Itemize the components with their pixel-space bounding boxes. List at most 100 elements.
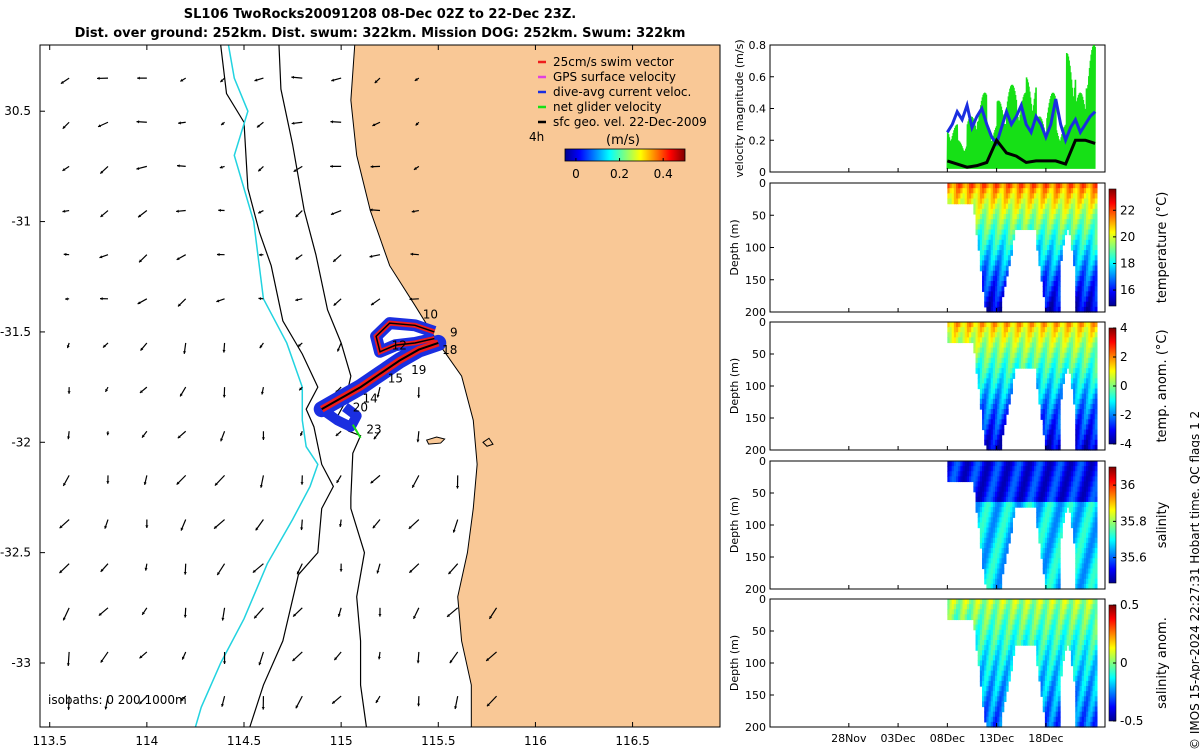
- section-cell: [988, 537, 992, 544]
- section-cell: [992, 203, 996, 210]
- section-cell: [1090, 306, 1094, 313]
- section-cell: [999, 522, 1003, 529]
- section-cell: [1029, 461, 1033, 467]
- section-cell: [1077, 183, 1081, 189]
- section-cell: [1068, 614, 1072, 621]
- section-cell: [1010, 213, 1013, 220]
- section-cell: [1075, 624, 1079, 631]
- section-cell: [999, 260, 1003, 267]
- section-cell: [999, 501, 1003, 508]
- section-cell: [1094, 244, 1098, 251]
- section-cell: [1088, 234, 1092, 241]
- section-cell: [1083, 409, 1087, 415]
- section-cell: [1051, 604, 1055, 610]
- section-cell: [1055, 645, 1059, 651]
- section-cell: [1042, 414, 1046, 420]
- section-cell: [1021, 198, 1024, 205]
- section-cell: [1090, 675, 1094, 682]
- section-cell: [986, 224, 990, 231]
- section-cell: [1055, 563, 1059, 570]
- section-cell: [1040, 373, 1044, 379]
- section-cell: [986, 388, 990, 395]
- section-cell: [988, 639, 992, 646]
- section-cell: [1025, 619, 1029, 626]
- section-cell: [1014, 461, 1018, 467]
- section-cell: [982, 691, 985, 697]
- section-cell: [1073, 629, 1076, 636]
- section-cell: [1070, 660, 1074, 667]
- section-cell: [1075, 471, 1079, 477]
- section-cell: [1001, 337, 1005, 344]
- section-cell: [1027, 619, 1031, 626]
- section-cell: [1075, 183, 1079, 189]
- section-cell: [999, 645, 1003, 651]
- section-cell: [1049, 721, 1052, 728]
- current-arrowhead: [98, 612, 102, 616]
- section-cell: [1003, 368, 1007, 374]
- section-cell: [982, 542, 985, 549]
- section-cell: [1083, 332, 1087, 338]
- section-cell: [999, 224, 1003, 231]
- section-cell: [1077, 291, 1081, 298]
- section-cell: [1038, 337, 1042, 344]
- section-cell: [988, 696, 992, 702]
- section-cell: [1053, 193, 1057, 200]
- section-cell: [1060, 250, 1063, 256]
- current-arrowhead: [411, 209, 415, 213]
- section-cell: [982, 517, 985, 524]
- section-cell: [992, 716, 996, 723]
- section-cell: [1066, 599, 1070, 605]
- section-cell: [1038, 471, 1042, 477]
- section-cell: [1092, 675, 1096, 682]
- section-cell: [1014, 476, 1018, 483]
- section-cell: [1094, 239, 1098, 246]
- section-cell: [1047, 378, 1050, 385]
- section-cell: [1012, 234, 1016, 241]
- series-geostrophic-velocity: [946, 137, 1096, 169]
- section-cell: [984, 270, 987, 277]
- section-cell: [1077, 537, 1081, 544]
- section-cell: [1086, 327, 1089, 333]
- section-cell: [1057, 244, 1061, 251]
- section-cell: [1086, 378, 1089, 385]
- section-cell: [1053, 614, 1057, 621]
- section-cell: [977, 501, 981, 508]
- section-cell: [1088, 183, 1092, 189]
- section-cell: [997, 383, 1000, 390]
- section-cell: [1073, 250, 1076, 256]
- section-cell: [1055, 439, 1059, 446]
- section-cell: [1077, 362, 1081, 369]
- section-cell: [1088, 193, 1092, 200]
- section-cell: [953, 188, 957, 194]
- section-cell: [1079, 239, 1083, 246]
- section-cell: [995, 352, 998, 359]
- section-cell: [1083, 691, 1087, 697]
- section-cell: [1025, 208, 1029, 215]
- section-cell: [971, 337, 974, 344]
- section-cell: [1001, 414, 1005, 420]
- section-cell: [999, 609, 1003, 615]
- section-cell: [992, 675, 996, 682]
- section-cell: [1053, 239, 1057, 246]
- section-cell: [979, 481, 983, 488]
- section-cell: [1038, 670, 1042, 677]
- section-cell: [986, 466, 990, 472]
- section-cell: [1049, 337, 1052, 344]
- section-cell: [1044, 599, 1048, 605]
- section-cell: [1053, 496, 1057, 503]
- section-cell: [1049, 352, 1052, 359]
- section-cell: [1003, 260, 1007, 267]
- section-cell: [1081, 675, 1085, 682]
- section-cell: [1040, 675, 1044, 682]
- section-cell: [986, 691, 990, 697]
- section-cell: [1055, 193, 1059, 200]
- section-cell: [1027, 471, 1031, 477]
- section-cell: [1055, 378, 1059, 385]
- section-cell: [1025, 347, 1029, 354]
- section-cell: [1079, 250, 1083, 256]
- section-cell: [1055, 471, 1059, 477]
- section-cell: [1064, 476, 1068, 483]
- section-cell: [1034, 327, 1037, 333]
- section-cell: [990, 471, 994, 477]
- section-cell: [1049, 496, 1052, 503]
